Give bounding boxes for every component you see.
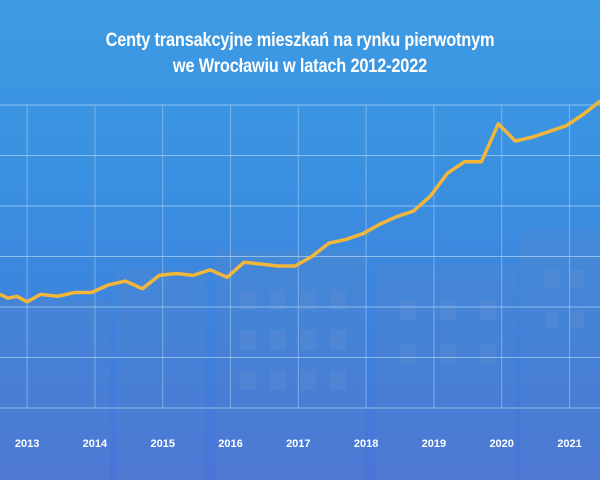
chart-title-line-1: Centy transakcyjne mieszkań na rynku pie… <box>105 30 495 51</box>
x-tick-label: 2014 <box>83 438 108 450</box>
x-tick-label: 2013 <box>15 438 39 450</box>
price-series-line <box>0 99 600 304</box>
chart-title-line-2: we Wrocławiu w latach 2012-2022 <box>172 56 428 77</box>
x-tick-label: 2020 <box>489 438 513 450</box>
x-tick-label: 2019 <box>422 438 446 450</box>
x-tick-label: 2018 <box>354 438 378 450</box>
x-tick-label: 2021 <box>557 438 581 450</box>
x-tick-label: 2016 <box>218 438 242 450</box>
x-tick-label: 2017 <box>286 438 310 450</box>
x-tick-label: 2015 <box>150 438 174 450</box>
